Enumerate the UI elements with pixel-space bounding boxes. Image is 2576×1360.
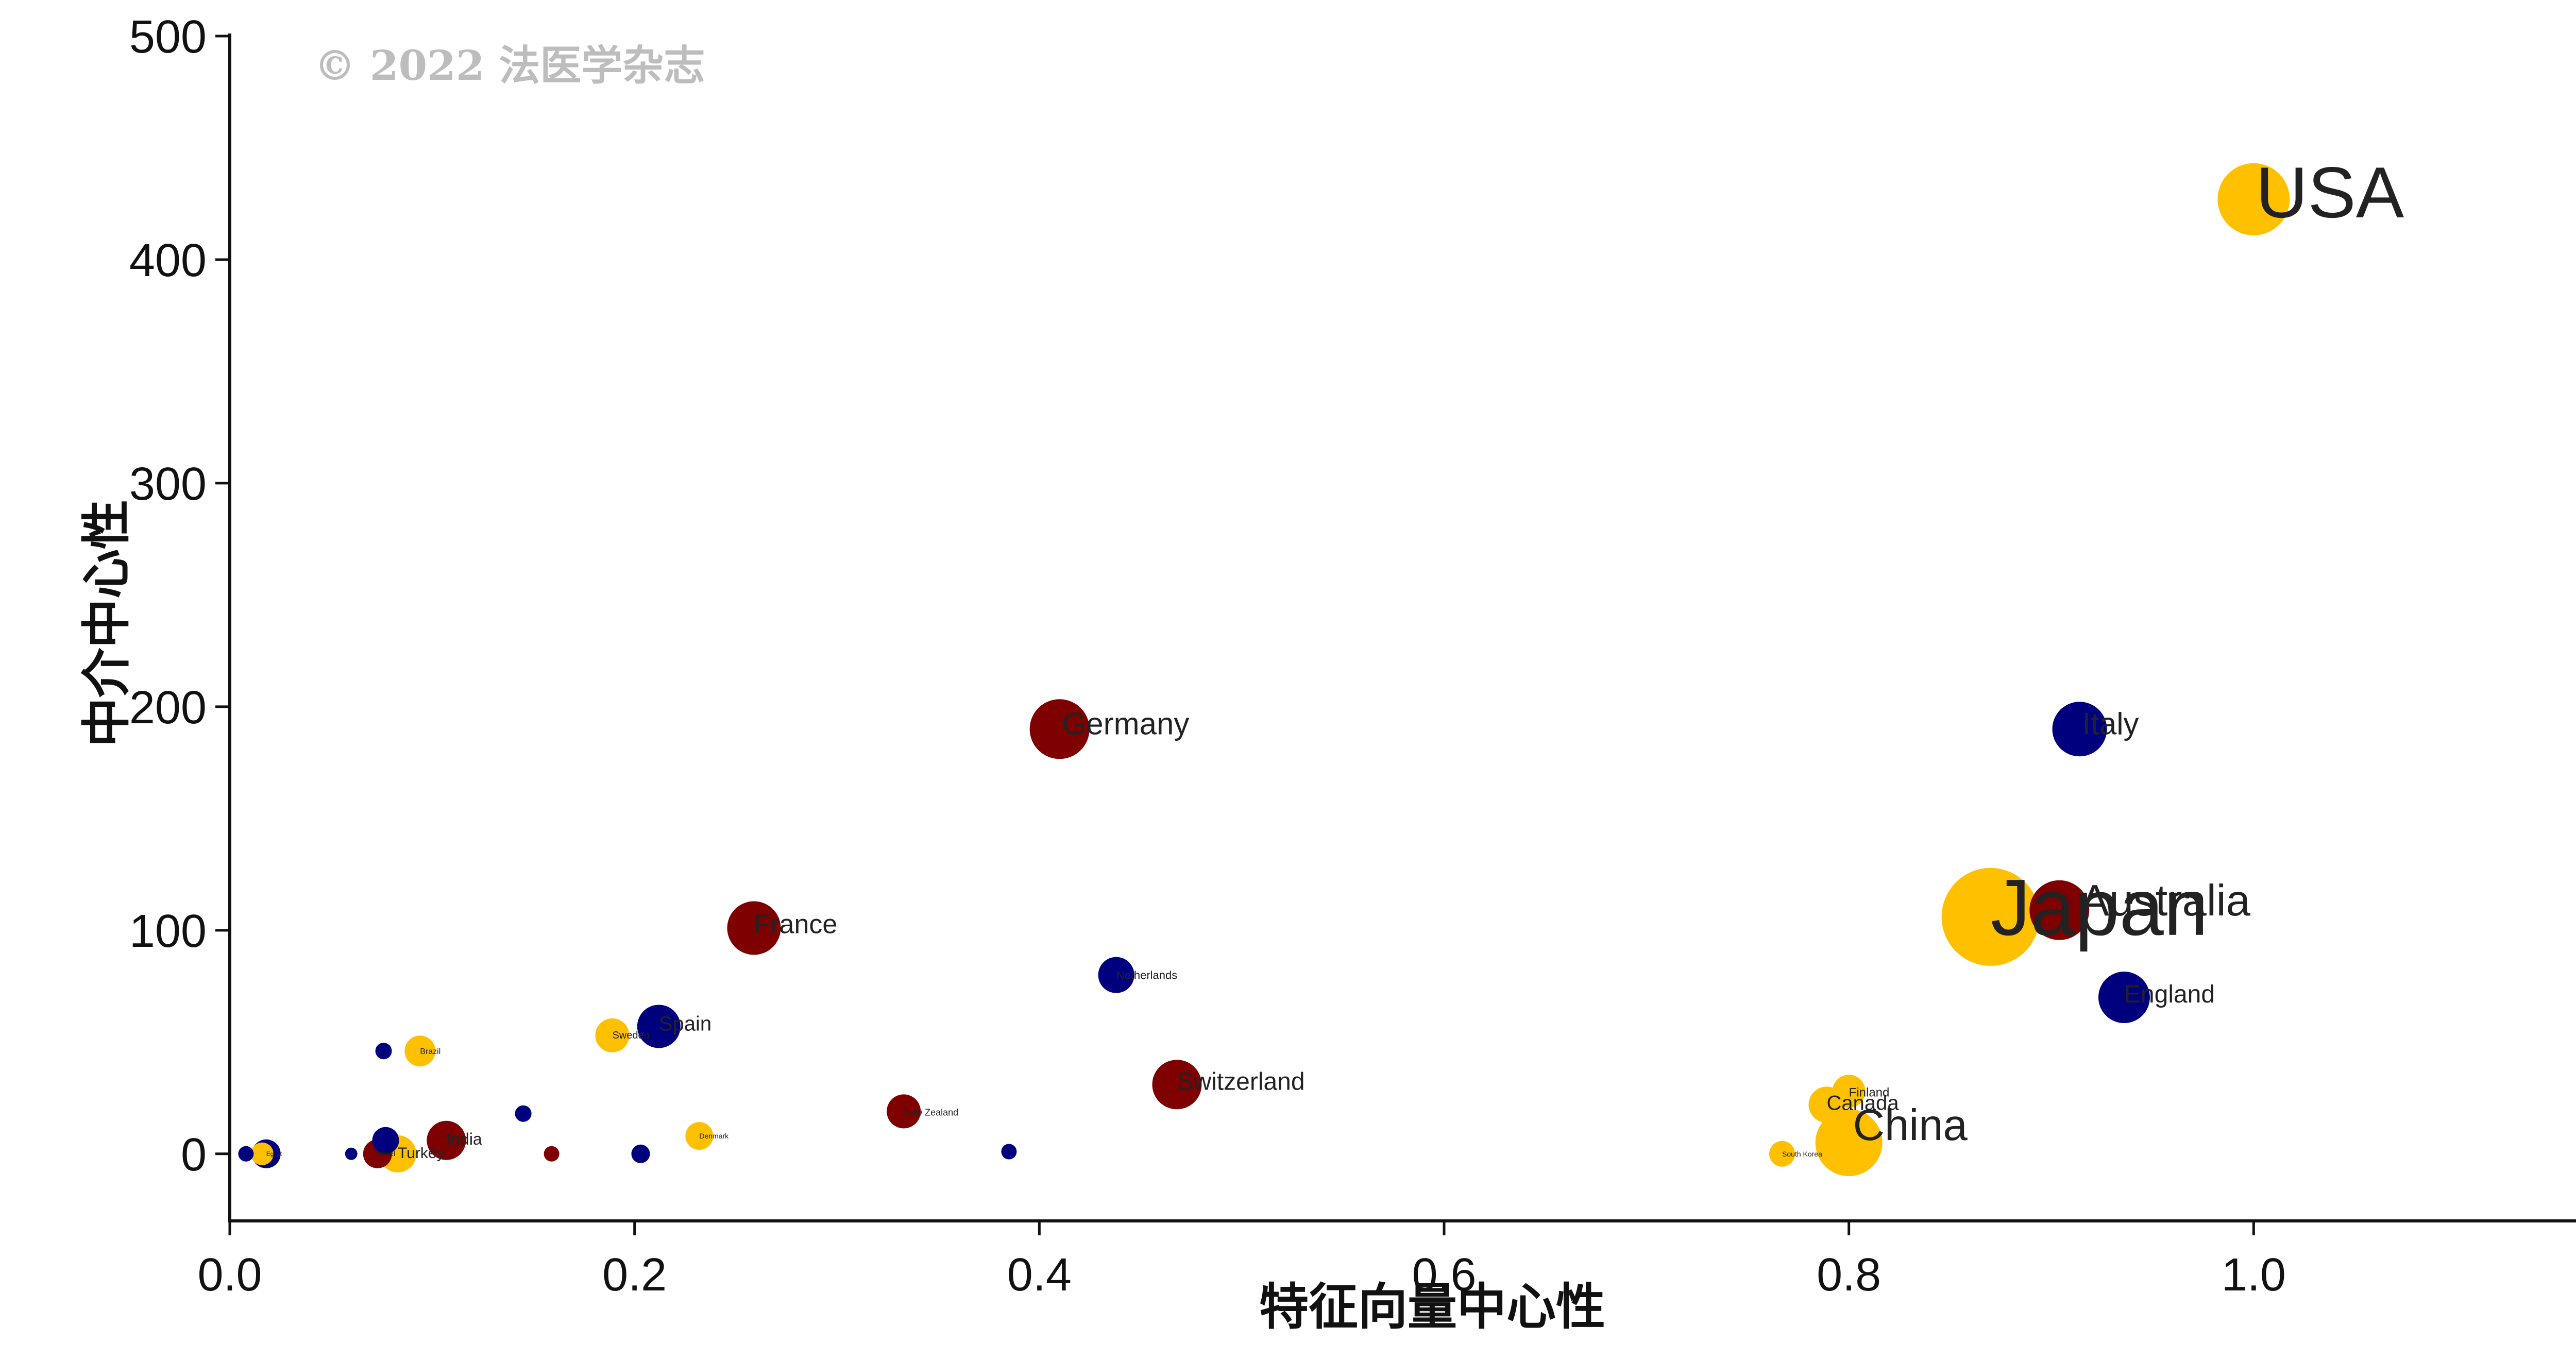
point-label: Netherlands <box>1116 969 1178 982</box>
point-label: France <box>754 910 837 940</box>
x-tick-label: 0.4 <box>1007 1249 1072 1301</box>
data-point <box>2052 702 2107 757</box>
point-label: Spain <box>659 1012 711 1035</box>
point-label: USA <box>2256 152 2404 233</box>
point-label: Denmark <box>699 1132 729 1140</box>
point-label: Switzerland <box>1177 1068 1304 1095</box>
points-layer <box>238 163 2290 1177</box>
data-point <box>375 1043 392 1060</box>
data-point <box>372 1127 399 1154</box>
data-point <box>238 1146 254 1162</box>
data-point <box>595 1018 630 1052</box>
point-label: New Zealand <box>904 1107 958 1117</box>
data-point <box>685 1122 714 1150</box>
data-point <box>345 1147 358 1160</box>
y-axis-title: 中介中心性 <box>77 500 135 747</box>
data-point <box>427 1120 466 1160</box>
data-point <box>250 1142 274 1165</box>
data-point <box>2217 163 2290 235</box>
data-point <box>1941 868 2040 966</box>
x-tick-label: 0.8 <box>1817 1249 1881 1301</box>
data-point <box>544 1146 560 1162</box>
data-point <box>2098 972 2150 1024</box>
point-label: Israel <box>378 1149 395 1158</box>
data-point <box>1832 1075 1866 1108</box>
y-tick-label: 200 <box>129 682 207 734</box>
point-label: China <box>1853 1101 1968 1150</box>
point-label: Italy <box>2082 706 2139 741</box>
data-point <box>2029 880 2090 940</box>
data-point <box>515 1105 532 1122</box>
x-tick-label: 1.0 <box>2222 1249 2286 1301</box>
point-label: India <box>446 1130 482 1148</box>
x-axis-title: 特征向量中心性 <box>1259 1278 1605 1336</box>
data-point <box>887 1094 921 1129</box>
point-label: Japan <box>1991 863 2208 952</box>
point-label: Egypt <box>266 1150 282 1158</box>
point-label: Canada <box>1826 1092 1899 1114</box>
y-tick-label: 100 <box>129 906 207 957</box>
point-label: Brazil <box>420 1047 440 1056</box>
data-point <box>1152 1060 1202 1110</box>
x-tick-label: 0.0 <box>197 1249 262 1301</box>
point-label: Sweden <box>612 1030 649 1041</box>
y-tick-label: 500 <box>129 11 207 63</box>
point-label: England <box>2124 981 2215 1008</box>
point-label: Finland <box>1849 1085 1890 1099</box>
y-tick-label: 0 <box>181 1129 207 1181</box>
y-tick-label: 300 <box>129 458 207 510</box>
point-label: Germany <box>1062 706 1190 741</box>
data-point <box>1029 699 1090 759</box>
watermark: © 2022 法医学杂志 <box>314 41 705 90</box>
data-point <box>1815 1109 1883 1177</box>
data-point <box>404 1035 436 1067</box>
x-tick-label: 0.6 <box>1412 1249 1476 1301</box>
data-point <box>631 1144 650 1163</box>
point-label: Turkey <box>398 1145 445 1162</box>
data-point <box>637 1005 681 1048</box>
data-point <box>1098 957 1134 993</box>
data-point <box>727 901 781 955</box>
point-label: Australia <box>2080 876 2250 925</box>
point-label: South Korea <box>1782 1150 1822 1158</box>
data-point <box>1769 1141 1795 1167</box>
data-point <box>1001 1144 1017 1160</box>
axes-layer: 0.00.20.40.60.81.01.20100200300400500 <box>129 11 2576 1301</box>
y-tick-label: 400 <box>129 235 207 286</box>
x-tick-label: 0.2 <box>602 1249 667 1301</box>
